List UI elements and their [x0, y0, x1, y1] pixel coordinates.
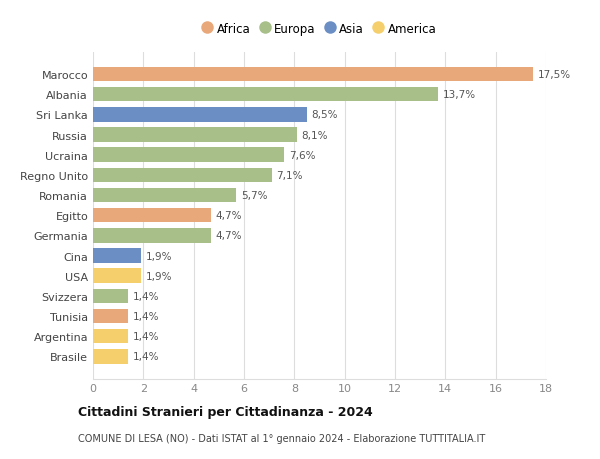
Text: 1,4%: 1,4%	[133, 311, 159, 321]
Bar	[93, 168, 272, 183]
Text: 1,9%: 1,9%	[145, 271, 172, 281]
Bar	[93, 349, 128, 364]
Bar	[93, 188, 236, 203]
Bar	[93, 88, 438, 102]
Text: 5,7%: 5,7%	[241, 190, 268, 201]
Text: 1,4%: 1,4%	[133, 352, 159, 362]
Text: 1,4%: 1,4%	[133, 291, 159, 301]
Text: 1,4%: 1,4%	[133, 331, 159, 341]
Text: 4,7%: 4,7%	[216, 211, 242, 221]
Text: 7,6%: 7,6%	[289, 151, 315, 160]
Text: 17,5%: 17,5%	[538, 70, 571, 80]
Bar	[93, 309, 128, 324]
Text: Cittadini Stranieri per Cittadinanza - 2024: Cittadini Stranieri per Cittadinanza - 2…	[78, 405, 373, 419]
Text: 8,1%: 8,1%	[301, 130, 328, 140]
Bar	[93, 108, 307, 123]
Text: 8,5%: 8,5%	[311, 110, 338, 120]
Bar	[93, 229, 211, 243]
Text: 7,1%: 7,1%	[276, 170, 303, 180]
Bar	[93, 148, 284, 162]
Text: 4,7%: 4,7%	[216, 231, 242, 241]
Bar	[93, 269, 141, 283]
Bar	[93, 67, 533, 82]
Bar	[93, 329, 128, 344]
Bar	[93, 128, 297, 142]
Text: COMUNE DI LESA (NO) - Dati ISTAT al 1° gennaio 2024 - Elaborazione TUTTITALIA.IT: COMUNE DI LESA (NO) - Dati ISTAT al 1° g…	[78, 433, 485, 442]
Text: 13,7%: 13,7%	[442, 90, 475, 100]
Legend: Africa, Europa, Asia, America: Africa, Europa, Asia, America	[199, 20, 440, 39]
Text: 1,9%: 1,9%	[145, 251, 172, 261]
Bar	[93, 208, 211, 223]
Bar	[93, 249, 141, 263]
Bar	[93, 289, 128, 303]
